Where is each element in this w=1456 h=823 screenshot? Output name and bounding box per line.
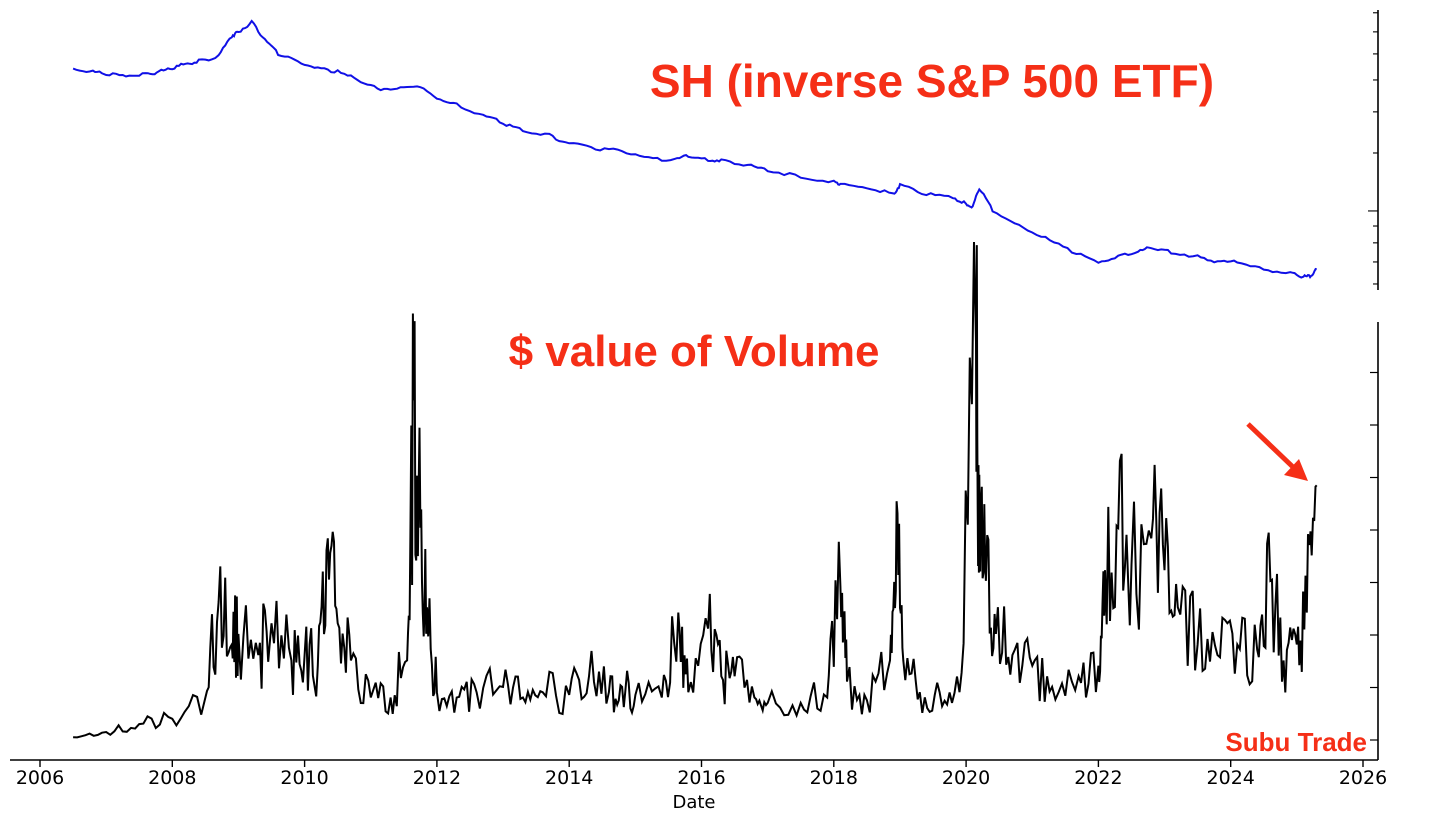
arrow-annotation — [1246, 422, 1308, 481]
x-tick-label: 2022 — [1074, 767, 1122, 789]
x-axis-title: Date — [672, 792, 715, 813]
x-tick-label: 2016 — [677, 767, 725, 789]
volume-panel: 2006 2008 2010 2012 2014 2016 2018 2020 2022 2024… — [10, 241, 1387, 813]
price-panel: SH (inverse S&P 500 ETF) — [72, 10, 1379, 290]
x-axis-ticks: 2006 2008 2010 2012 2014 2016 2018 2020 2022 2024… — [16, 760, 1387, 789]
x-tick-label: 2010 — [280, 767, 328, 789]
price-series-line — [72, 19, 1317, 280]
volume-annotation-title: $ value of Volume — [509, 327, 880, 376]
price-annotation-title: SH (inverse S&P 500 ETF) — [650, 55, 1214, 107]
x-tick-label: 2018 — [810, 767, 858, 789]
watermark-subu-trade: Subu Trade — [1225, 727, 1367, 757]
volume-y-ticks — [1370, 371, 1378, 741]
x-tick-label: 2024 — [1207, 767, 1255, 789]
x-tick-label: 2020 — [942, 767, 990, 789]
arrow-head — [1284, 459, 1308, 481]
arrow-shaft — [1246, 422, 1296, 470]
x-tick-label: 2008 — [148, 767, 196, 789]
price-y-ticks — [1368, 12, 1378, 285]
volume-series-line — [73, 241, 1318, 739]
x-tick-label: 2026 — [1339, 767, 1387, 789]
x-tick-label: 2014 — [545, 767, 593, 789]
x-tick-label: 2012 — [413, 767, 461, 789]
x-tick-label: 2006 — [16, 767, 64, 789]
